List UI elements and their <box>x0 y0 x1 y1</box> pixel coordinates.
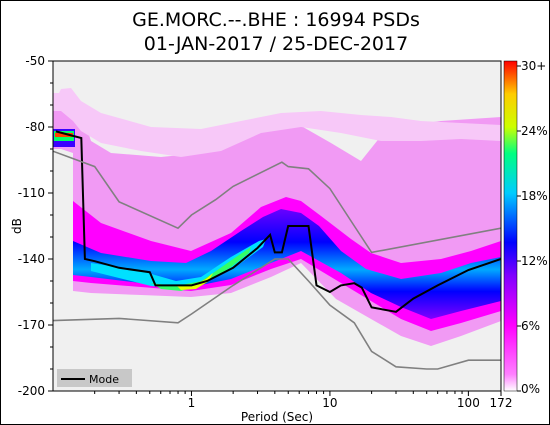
colorbar-tick-label: 30+ <box>521 59 546 73</box>
x-axis-label: Period (Sec) <box>241 410 313 424</box>
legend-box <box>57 369 132 387</box>
series-lines <box>53 130 501 370</box>
legend: Mode <box>57 369 132 387</box>
y-tick-label: -200 <box>18 384 45 398</box>
colorbar-ticks: 0% 6% 12% 18% 24% 30+ <box>517 59 548 396</box>
y-axis-label: dB <box>10 218 24 234</box>
density-core <box>73 209 501 319</box>
series-nlnm-line <box>53 258 501 370</box>
series-nhnm-line <box>53 150 501 254</box>
colorbar-tick-label: 12% <box>521 254 548 268</box>
y-axis: -50 -80 -110 -140 -170 -200 <box>18 54 53 398</box>
x-tick-label: 1 <box>188 396 196 410</box>
y-tick-label: -170 <box>18 318 45 332</box>
density-top-speckle <box>53 88 501 157</box>
colorbar-tick-label: 6% <box>521 319 540 333</box>
y-tick-label: -110 <box>18 186 45 200</box>
density-spot-red <box>55 133 73 137</box>
plot-border <box>52 60 502 392</box>
colorbar-tick-label: 24% <box>521 124 548 138</box>
y-tick-label: -80 <box>25 120 45 134</box>
colorbar <box>503 60 518 392</box>
colorbar-tick-label: 0% <box>521 382 540 396</box>
x-tick-label: 172 <box>490 396 513 410</box>
x-axis: 1 10 100 172 <box>94 391 513 410</box>
series-mode-line <box>55 130 501 313</box>
density-cyan <box>91 239 266 289</box>
chart-title: GE.MORC.--.BHE : 16994 PSDs <box>132 9 420 31</box>
y-tick-label: -140 <box>18 252 45 266</box>
legend-mode-label: Mode <box>89 373 119 386</box>
x-tick-label: 10 <box>322 396 337 410</box>
colorbar-tick-label: 18% <box>521 189 548 203</box>
chart-subtitle: 01-JAN-2017 / 25-DEC-2017 <box>143 33 409 55</box>
psd-density <box>53 88 501 346</box>
y-tick-label: -50 <box>25 54 45 68</box>
x-tick-label: 100 <box>457 396 480 410</box>
